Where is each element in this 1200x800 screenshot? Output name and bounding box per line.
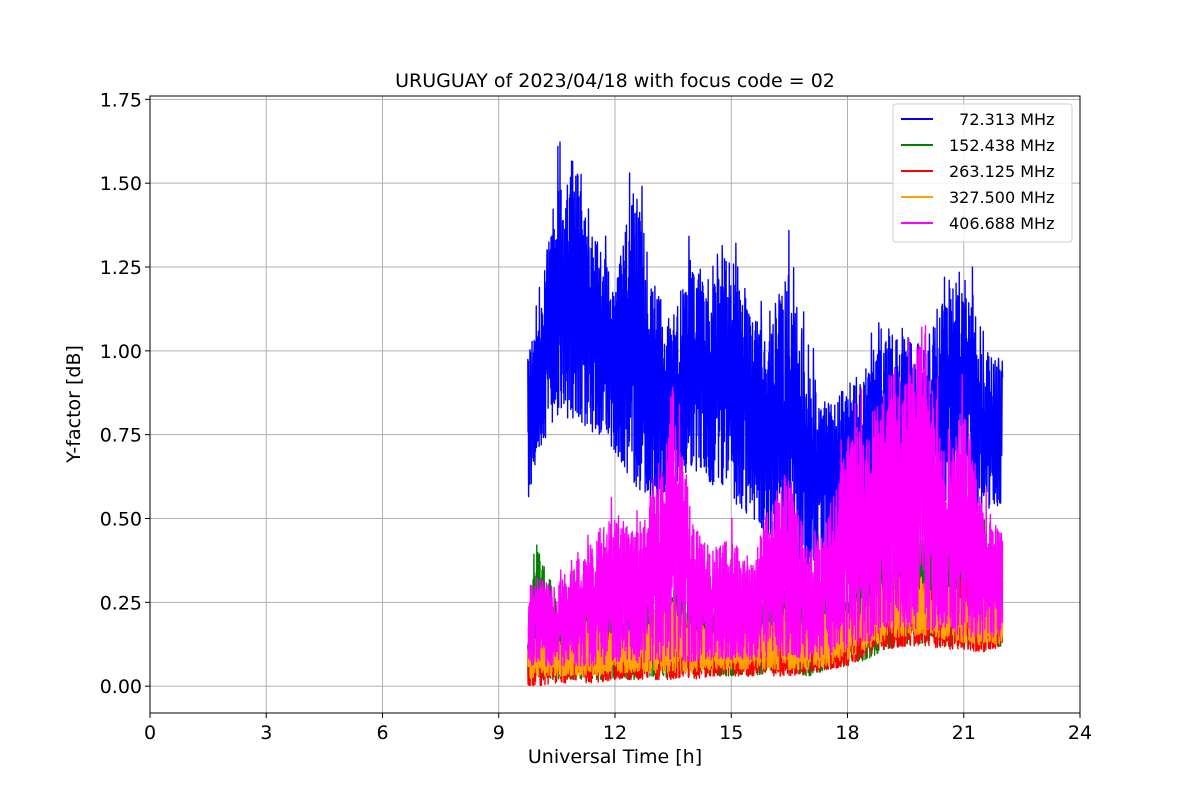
legend-label: 72.313 MHz [949,110,1054,129]
x-axis-label: Universal Time [h] [528,746,702,768]
legend-box [892,103,1073,243]
y-tick-label: 0.50 [100,509,142,531]
chart-title: URUGUAY of 2023/04/18 with focus code = … [395,70,835,92]
series-group [527,141,1004,687]
x-tick-label: 24 [1068,722,1092,744]
y-tick-label: 1.75 [100,89,142,111]
legend-label: 327.500 MHz [949,188,1054,207]
x-tick-label: 6 [376,722,388,744]
y-tick-label: 1.00 [100,341,142,363]
y-tick-label: 0.25 [100,592,142,614]
y-axis: 0.00 0.25 0.50 0.75 1.00 1.25 1.50 1.75 [100,89,150,698]
x-tick-label: 3 [260,722,272,744]
x-tick-label: 0 [144,722,156,744]
x-tick-label: 12 [603,722,627,744]
x-tick-label: 18 [835,722,859,744]
legend: 72.313 MHz 152.438 MHz 263.125 MHz 327.500 … [892,103,1073,243]
y-tick-label: 0.00 [100,676,142,698]
x-axis: 0 3 6 9 12 15 18 21 24 [144,713,1092,744]
y-tick-label: 1.50 [100,173,142,195]
legend-label: 406.688 MHz [949,214,1054,233]
x-tick-label: 15 [719,722,743,744]
y-tick-label: 0.75 [100,425,142,447]
x-tick-label: 9 [493,722,505,744]
legend-label: 152.438 MHz [949,136,1054,155]
legend-label: 263.125 MHz [949,162,1054,181]
x-tick-label: 21 [952,722,976,744]
y-axis-label: Y-factor [dB] [63,345,85,464]
y-tick-label: 1.25 [100,257,142,279]
series-line [527,325,1004,667]
